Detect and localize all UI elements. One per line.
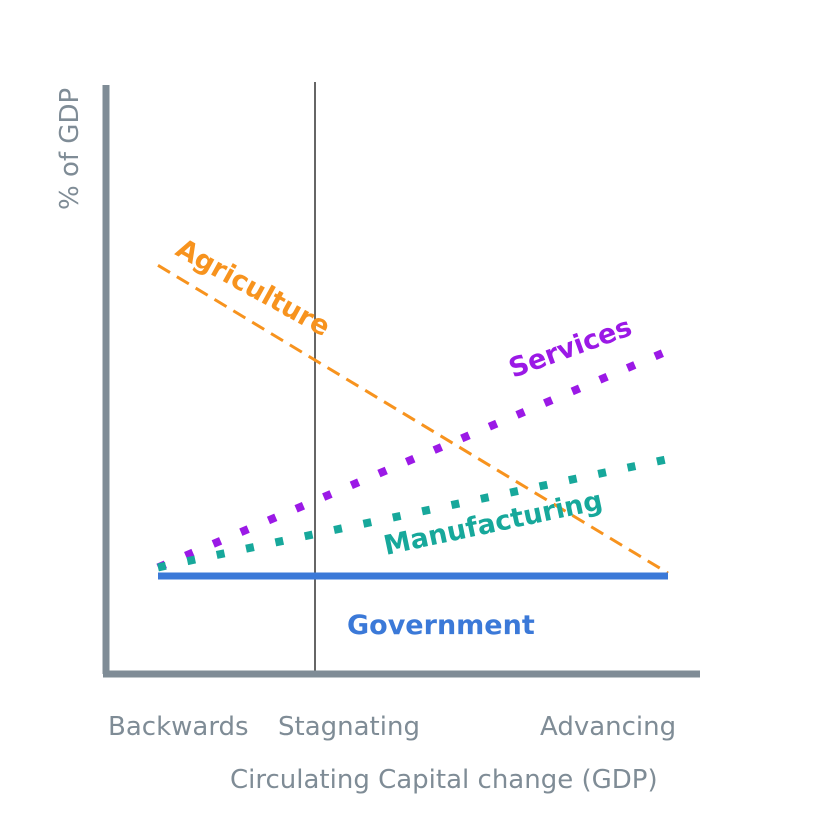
series-label-government: Government (347, 610, 535, 641)
x-axis-title: Circulating Capital change (GDP) (230, 765, 658, 795)
series-line-agriculture (157, 264, 669, 575)
x-tick-label-advancing: Advancing (540, 712, 676, 742)
x-tick-label-stagnating: Stagnating (278, 712, 420, 742)
x-tick-label-backwards: Backwards (108, 712, 249, 742)
series-label-manufacturing: Manufacturing (381, 485, 605, 562)
series-label-agriculture: Agriculture (171, 233, 336, 343)
y-axis-title: % of GDP (55, 88, 85, 210)
series-label-services: Services (505, 312, 636, 385)
series-line-services (156, 347, 670, 572)
